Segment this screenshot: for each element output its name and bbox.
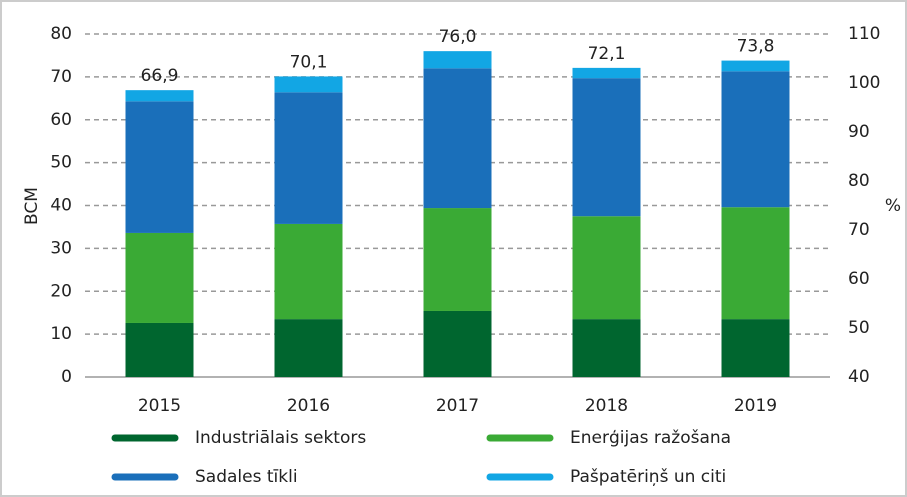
bar-segment <box>572 67 641 79</box>
legend-label: Pašpatēriņš un citi <box>570 467 726 487</box>
total-label: 70,1 <box>290 52 328 72</box>
x-tick-label: 2017 <box>436 396 479 416</box>
y-tick-label: 10 <box>50 324 72 344</box>
y-tick-label: 80 <box>50 24 72 44</box>
y-tick-label: 50 <box>50 153 72 173</box>
bar-segment <box>721 319 790 377</box>
bar-segment <box>572 319 641 377</box>
bar-segment <box>572 78 641 217</box>
bar-segment <box>721 71 790 208</box>
bar-segment <box>423 208 492 311</box>
y2-tick-label: 110 <box>848 24 880 44</box>
y-tick-label: 70 <box>50 67 72 87</box>
y-tick-label: 30 <box>50 238 72 258</box>
bar-segment <box>125 232 194 323</box>
y2-tick-label: 70 <box>848 220 870 240</box>
x-tick-label: 2015 <box>138 396 181 416</box>
bar-segment <box>721 207 790 320</box>
y2-tick-label: 100 <box>848 73 880 93</box>
legend-label: Industriālais sektors <box>195 428 366 448</box>
total-label: 76,0 <box>439 27 477 47</box>
y-tick-label: 40 <box>50 196 72 216</box>
y-axis-label: BCM <box>22 187 42 225</box>
bar-segment <box>423 51 492 69</box>
y-tick-label: 60 <box>50 110 72 130</box>
y-tick-label: 0 <box>61 367 72 387</box>
x-tick-label: 2016 <box>287 396 330 416</box>
y2-tick-label: 50 <box>848 318 870 338</box>
bar-segment <box>274 76 343 93</box>
y-tick-label: 20 <box>50 281 72 301</box>
total-label: 73,8 <box>737 37 775 57</box>
bar-segment <box>125 90 194 102</box>
y2-tick-label: 80 <box>848 171 870 191</box>
bar-segment <box>125 322 194 377</box>
y2-axis-label: % <box>885 196 901 216</box>
bar-segment <box>274 92 343 224</box>
x-tick-label: 2019 <box>734 396 777 416</box>
y2-tick-label: 90 <box>848 122 870 142</box>
legend-label: Sadales tīkli <box>195 467 298 487</box>
legend-label: Enerģijas ražošana <box>570 428 731 448</box>
bar-segment <box>572 216 641 320</box>
y2-tick-label: 40 <box>848 367 870 387</box>
bar-segment <box>125 101 194 233</box>
bar-segment <box>721 60 790 72</box>
total-label: 72,1 <box>588 44 626 64</box>
bar-segment <box>423 310 492 377</box>
x-tick-label: 2018 <box>585 396 628 416</box>
total-label: 66,9 <box>141 66 179 86</box>
bar-segment <box>423 68 492 209</box>
bar-segment <box>274 319 343 377</box>
y2-tick-label: 60 <box>848 269 870 289</box>
bar-segment <box>274 223 343 320</box>
